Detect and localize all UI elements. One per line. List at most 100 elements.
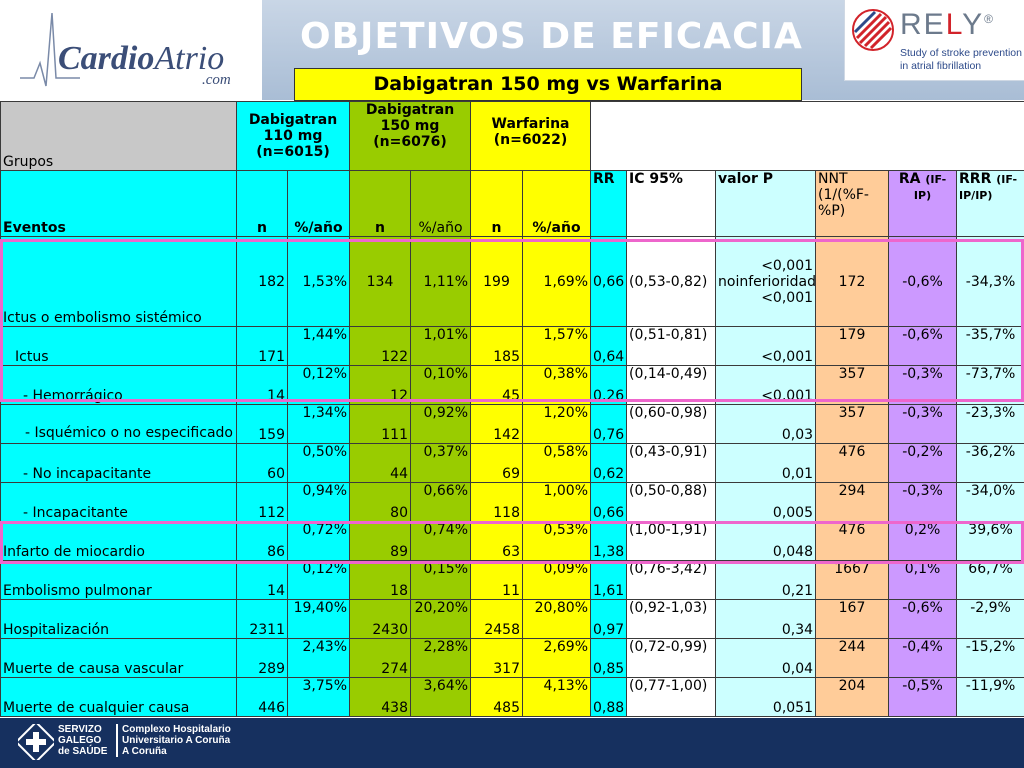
n-warf-cell: 185: [470, 326, 523, 366]
n-warf-cell: 485: [470, 677, 523, 717]
sergas-label: SERVIZO GALEGO de SAÚDE: [58, 724, 108, 757]
table-row: Muerte de cualquier causa 446 3,75% 438 …: [0, 677, 1024, 717]
rely-tagline: Study of stroke prevention in atrial fibr…: [900, 47, 1022, 72]
ra-cell: -0,5%: [888, 677, 958, 717]
col-ra: RA (IF-IP): [888, 170, 958, 237]
n-warf-cell: 142: [470, 404, 523, 444]
n-warf-cell: 11: [470, 560, 523, 600]
table-row: Ictus o embolismo sistémico 182 1,53% 13…: [0, 236, 1024, 327]
n-warf-cell: 63: [470, 521, 523, 561]
table-row: Infarto de miocardio 86 0,72% 89 0,74% 6…: [0, 521, 1024, 561]
col-pct-110: %/año: [287, 170, 350, 237]
rr-cell: 0,85: [590, 638, 628, 678]
pct-warf-cell: 2,69%: [521, 638, 592, 678]
rrr-cell: -35,7%: [956, 326, 1024, 366]
col-ic95: IC 95%: [626, 170, 717, 237]
sergas-cross-icon: [18, 724, 54, 760]
pct-warf-cell: 1,20%: [521, 404, 592, 444]
pct-110-cell: 0,72%: [287, 521, 350, 561]
n-warf-cell: 69: [470, 443, 523, 483]
p-cell: <0,001: [715, 365, 817, 405]
n-110-cell: 2311: [236, 599, 288, 639]
events-label: Eventos: [0, 170, 237, 237]
pct-150-cell: 2,28%: [410, 638, 471, 678]
ic-cell: (0,14-0,49): [626, 365, 717, 405]
pct-110-cell: 19,40%: [287, 599, 350, 639]
hospital-label: Complexo Hospitalario Universitario A Cor…: [116, 724, 231, 757]
pct-warf-cell: 4,13%: [521, 677, 592, 717]
pct-110-cell: 0,12%: [287, 365, 350, 405]
n-150-cell: 89: [349, 521, 411, 561]
col-n-warf: n: [470, 170, 523, 237]
rely-logo: RELY® Study of stroke prevention in atria…: [844, 0, 1024, 81]
nnt-cell: 179: [815, 326, 890, 366]
n-110-cell: 446: [236, 677, 288, 717]
nnt-cell: 167: [815, 599, 890, 639]
groups-label: Grupos: [0, 101, 237, 171]
n-150-cell: 2430: [349, 599, 411, 639]
nnt-cell: 204: [815, 677, 890, 717]
ra-cell: -0,6%: [888, 326, 958, 366]
ic-cell: (0,50-0,88): [626, 482, 717, 522]
rrr-cell: 66,7%: [956, 560, 1024, 600]
ic-cell: (0,53-0,82): [626, 236, 717, 327]
nnt-cell: 172: [815, 236, 890, 327]
event-cell: - Incapacitante: [0, 482, 237, 522]
col-pct-warf: %/año: [521, 170, 592, 237]
event-cell: Hospitalización: [0, 599, 237, 639]
ic-cell: (0,43-0,91): [626, 443, 717, 483]
rr-cell: 1,61: [590, 560, 628, 600]
col-rr: RR: [590, 170, 628, 237]
n-150-cell: 111: [349, 404, 411, 444]
nnt-cell: 357: [815, 365, 890, 405]
rr-cell: 0,62: [590, 443, 628, 483]
nnt-cell: 294: [815, 482, 890, 522]
pct-150-cell: 0,10%: [410, 365, 471, 405]
rr-cell: 0,64: [590, 326, 628, 366]
col-p-value: valor P: [715, 170, 817, 237]
pct-warf-cell: 0,38%: [521, 365, 592, 405]
ic-cell: (0,76-3,42): [626, 560, 717, 600]
pct-110-cell: 0,50%: [287, 443, 350, 483]
event-cell: - Isquémico o no especificado: [0, 404, 237, 444]
n-warf-cell: 317: [470, 638, 523, 678]
pct-150-cell: 20,20%: [410, 599, 471, 639]
rrr-cell: -73,7%: [956, 365, 1024, 405]
event-cell: Ictus: [0, 326, 237, 366]
ic-cell: (0,77-1,00): [626, 677, 717, 717]
page-title: OBJETIVOS DE EFICACIA: [300, 16, 803, 57]
pct-110-cell: 1,53%: [287, 236, 350, 327]
n-warf-cell: 2458: [470, 599, 523, 639]
n-110-cell: 60: [236, 443, 288, 483]
table-row: Embolismo pulmonar 14 0,12% 18 0,15% 11 …: [0, 560, 1024, 600]
nnt-cell: 1667: [815, 560, 890, 600]
col-n-110: n: [236, 170, 288, 237]
footer-bar: SERVIZO GALEGO de SAÚDE Complexo Hospitala…: [0, 718, 1024, 768]
n-110-cell: 289: [236, 638, 288, 678]
pct-150-cell: 0,74%: [410, 521, 471, 561]
event-cell: Muerte de cualquier causa: [0, 677, 237, 717]
p-cell: <0,001: [715, 326, 817, 366]
pct-warf-cell: 1,69%: [521, 236, 592, 327]
col-nnt: NNT (1/(%F-%P): [815, 170, 890, 237]
p-cell: 0,04: [715, 638, 817, 678]
n-110-cell: 14: [236, 560, 288, 600]
rr-cell: 0,66: [590, 482, 628, 522]
rrr-cell: 39,6%: [956, 521, 1024, 561]
table-row: Hospitalización 2311 19,40% 2430 20,20% …: [0, 599, 1024, 639]
p-cell: 0,048: [715, 521, 817, 561]
column-header-row: Eventos n %/año n %/año n %/año RR IC 95…: [0, 170, 1024, 237]
ra-cell: -0,6%: [888, 599, 958, 639]
rr-cell: 0,26: [590, 365, 628, 405]
p-cell: 0,21: [715, 560, 817, 600]
rr-cell: 0,88: [590, 677, 628, 717]
n-warf-cell: 45: [470, 365, 523, 405]
pct-150-cell: 0,66%: [410, 482, 471, 522]
group-header-row: Grupos Dabigatran 110 mg (n=6015) Dabigatr…: [0, 101, 1024, 171]
pct-150-cell: 0,15%: [410, 560, 471, 600]
n-150-cell: 438: [349, 677, 411, 717]
table-row: - Hemorrágico 14 0,12% 12 0,10% 45 0,38%…: [0, 365, 1024, 405]
rr-cell: 0,66: [590, 236, 628, 327]
event-cell: Muerte de causa vascular: [0, 638, 237, 678]
p-cell: 0,34: [715, 599, 817, 639]
